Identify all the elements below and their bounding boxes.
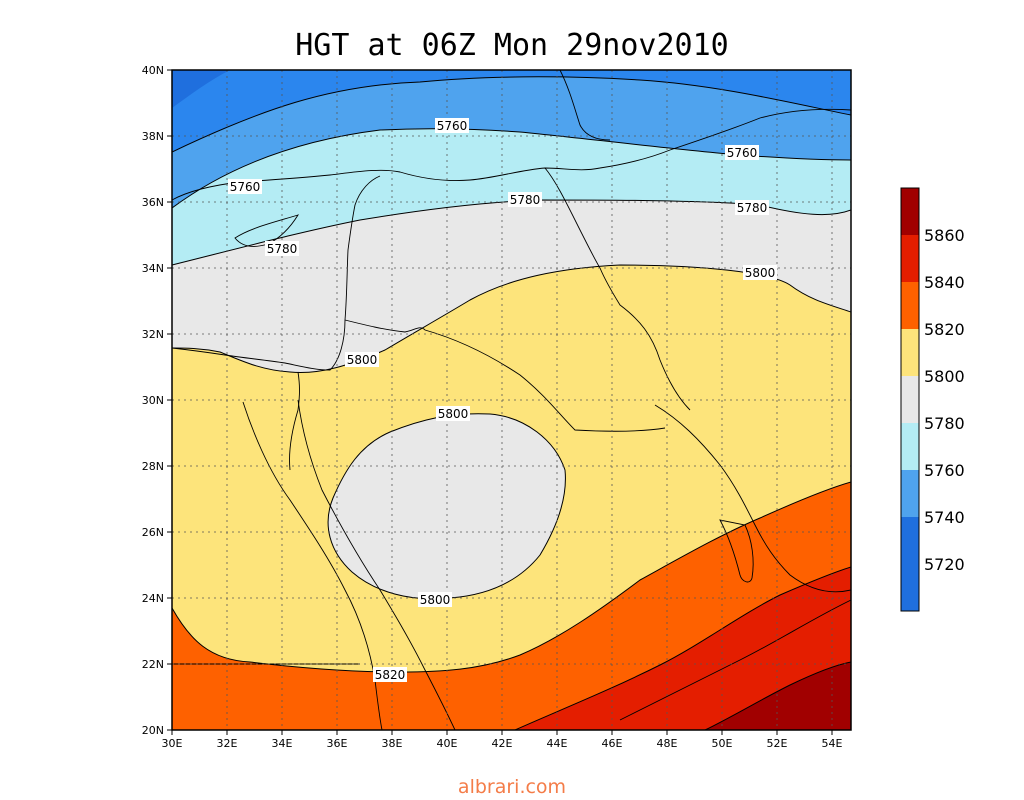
y-tick-36n: 36N <box>142 196 164 209</box>
gridlines <box>172 70 851 730</box>
colorbar-label-5820: 5820 <box>924 320 965 339</box>
contour-line-5840 <box>704 661 851 730</box>
cyprus <box>234 214 300 247</box>
x-tick-40e: 40E <box>437 737 458 750</box>
colorbar-swatch-5800 <box>901 329 919 376</box>
y-tick-28n: 28N <box>142 460 164 473</box>
sinai-gulf <box>289 371 300 471</box>
mediterranean-coast <box>172 175 381 371</box>
contour-label-5760-west: 5760 <box>230 180 261 194</box>
y-tick-40n: 40N <box>142 64 164 77</box>
contour-label-5800-ring-top: 5800 <box>438 407 469 421</box>
y-axis: 40N 38N 36N 34N 32N 30N 28N 26N 24N 22N … <box>142 64 172 737</box>
fill-5840-south <box>515 567 851 730</box>
y-tick-24n: 24N <box>142 592 164 605</box>
yemen-oman-border <box>619 599 851 721</box>
caspian-edge <box>559 70 611 141</box>
persian-gulf-coast <box>654 404 851 593</box>
contour-fills: 5760 5760 5760 5780 5780 5780 5800 5800 … <box>172 70 851 730</box>
jordan-border <box>344 319 426 333</box>
colorbar-label-5760: 5760 <box>924 461 965 480</box>
y-tick-38n: 38N <box>142 130 164 143</box>
contour-label-5780-center: 5780 <box>510 193 541 207</box>
x-tick-46e: 46E <box>602 737 623 750</box>
contour-label-5820: 5820 <box>375 668 406 682</box>
red-sea-east-coast <box>297 399 456 730</box>
y-tick-20n: 20N <box>142 724 164 737</box>
y-tick-30n: 30N <box>142 394 164 407</box>
colorbar-swatch-5780 <box>901 376 919 423</box>
x-tick-50e: 50E <box>712 737 733 750</box>
arabian-border-1 <box>424 329 666 432</box>
contour-label-group: 5760 5760 5760 5780 5780 5780 5800 5800 … <box>228 118 777 682</box>
x-tick-30e: 30E <box>162 737 183 750</box>
contour-line-5720 <box>172 76 851 153</box>
colorbar-label-5840: 5840 <box>924 273 965 292</box>
colorbar-swatch-5760 <box>901 423 919 470</box>
colorbar: 5860 5840 5820 5800 5780 5760 5740 5720 <box>900 187 965 612</box>
colorbar-swatch-5860 <box>901 188 919 235</box>
colorbar-swatch-5740 <box>901 470 919 517</box>
x-tick-32e: 32E <box>217 737 238 750</box>
contour-label-5800-east: 5800 <box>745 266 776 280</box>
y-tick-34n: 34N <box>142 262 164 275</box>
red-sea-west-coast <box>242 401 383 730</box>
contour-label-5800-west: 5800 <box>347 353 378 367</box>
colorbar-swatch-5700 <box>901 564 919 611</box>
x-tick-52e: 52E <box>767 737 788 750</box>
y-tick-26n: 26N <box>142 526 164 539</box>
x-tick-54e: 54E <box>822 737 843 750</box>
colorbar-label-5800: 5800 <box>924 367 965 386</box>
colorbar-swatch-5720 <box>901 517 919 564</box>
fill-5740-north <box>172 70 851 208</box>
x-tick-42e: 42E <box>492 737 513 750</box>
contour-label-5760-east: 5760 <box>727 146 758 160</box>
y-tick-32n: 32N <box>142 328 164 341</box>
x-tick-34e: 34E <box>272 737 293 750</box>
contour-line-5820 <box>514 566 851 730</box>
contour-label-5760-center: 5760 <box>437 119 468 133</box>
colorbar-swatch-5820 <box>901 282 919 329</box>
arabian-border-2 <box>599 267 691 411</box>
colorbar-label-5740: 5740 <box>924 508 965 527</box>
watermark: albrari.com <box>457 776 567 798</box>
contour-label-5800-ring-bottom: 5800 <box>420 593 451 607</box>
map-title: HGT at 06Z Mon 29nov2010 <box>295 28 728 63</box>
colorbar-label-5860: 5860 <box>924 226 965 245</box>
contour-line-5800-ring <box>327 413 566 600</box>
colorbar-swatch-5840 <box>901 235 919 282</box>
x-tick-44e: 44E <box>547 737 568 750</box>
fill-5860-south <box>705 662 851 730</box>
x-axis: 30E 32E 34E 36E 38E 40E 42E 44E 46E 48E … <box>162 730 843 750</box>
contour-label-5780-west: 5780 <box>267 242 298 256</box>
x-tick-36e: 36E <box>327 737 348 750</box>
y-tick-22n: 22N <box>142 658 164 671</box>
iraq-iran-border <box>544 167 601 269</box>
x-tick-38e: 38E <box>382 737 403 750</box>
colorbar-label-5780: 5780 <box>924 414 965 433</box>
qatar-peninsula <box>719 519 754 583</box>
iran-border <box>599 108 851 169</box>
contour-label-5780-east: 5780 <box>737 201 768 215</box>
coastlines-borders <box>172 70 851 730</box>
x-tick-48e: 48E <box>657 737 678 750</box>
fill-5780-center <box>328 413 566 599</box>
colorbar-label-5720: 5720 <box>924 555 965 574</box>
fill-5700-north <box>172 70 230 108</box>
